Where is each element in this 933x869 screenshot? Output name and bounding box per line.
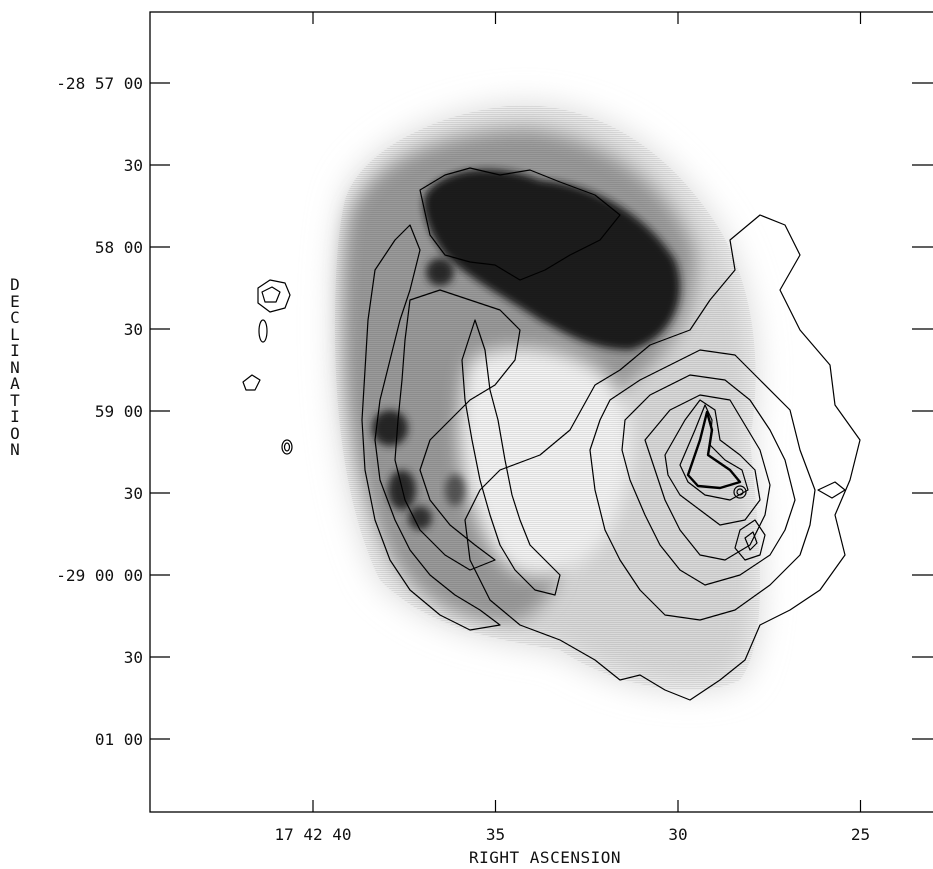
x-tick-label: 17 42 40 [274,825,351,844]
emission-grayscale [335,105,760,690]
contour-compact-source-2 [261,286,281,303]
contour-inner-1 [664,399,761,526]
x-axis-ticks: 17 42 40 35 30 25 [274,12,870,844]
contour-shell-west [361,224,501,631]
x-tick-label: 30 [668,825,687,844]
x-tick-label: 25 [851,825,870,844]
contour-shell-inner [394,289,521,571]
contour-compact-source-1 [257,279,291,313]
contour-shell-north [419,167,621,281]
contour-lines [242,167,861,701]
y-tick-label: 58 00 [95,238,143,257]
x-tick-label: 35 [486,825,505,844]
emission-hatching [335,105,760,690]
y-tick-label: 01 00 [95,730,143,749]
contour-knot-marker [733,485,747,499]
plot-frame [149,11,933,813]
y-tick-label: 30 [124,484,143,503]
y-axis-title: DECLINATION [10,275,20,459]
contour-mid-1 [621,374,796,586]
contour-inner-2 [679,404,749,501]
contour-compact-source-6 [283,442,291,452]
contour-outer-2 [589,349,816,621]
contour-compact-source-4 [242,374,261,391]
contour-outer-1 [464,214,861,701]
y-tick-label: 59 00 [95,402,143,421]
contour-mid-2 [644,394,771,561]
contour-compact-source-3 [258,319,268,343]
contour-compact-source-5 [281,439,293,455]
contour-south-knot [734,519,766,561]
y-tick-label: -28 57 00 [56,74,143,93]
x-axis-title: RIGHT ASCENSION [469,848,621,867]
contour-south-knot-2 [744,531,758,551]
contour-ridge [686,410,742,490]
y-tick-label: 30 [124,156,143,175]
contour-knot-marker-2 [736,488,744,496]
y-tick-label: -29 00 00 [56,566,143,585]
y-tick-label: 30 [124,320,143,339]
contour-east-blob [817,481,846,499]
y-tick-label: 30 [124,648,143,667]
y-axis-ticks: -28 57 00 30 58 00 30 59 00 30 -29 00 00 30 01 0… [56,74,933,749]
contour-central-filament [461,319,561,596]
